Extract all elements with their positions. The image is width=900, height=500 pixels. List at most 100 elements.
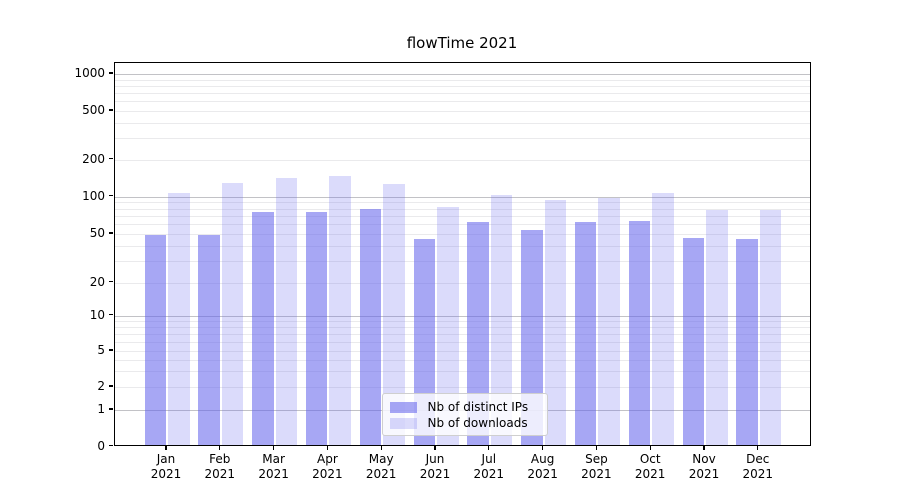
bar-apr-2021-downloads bbox=[329, 176, 351, 445]
gridline-400 bbox=[114, 122, 810, 124]
y-tick-label-20: 20 bbox=[89, 274, 105, 289]
gridline-300 bbox=[114, 138, 810, 140]
x-tick-mark-jan bbox=[165, 445, 167, 450]
gridline-2 bbox=[114, 387, 810, 388]
bar-aug-2021-downloads bbox=[544, 199, 567, 445]
y-tick-label-200: 200 bbox=[82, 151, 105, 166]
x-tick-mark-may bbox=[380, 445, 382, 450]
x-tick-label-apr: Apr 2021 bbox=[312, 451, 343, 481]
gridline-9 bbox=[114, 320, 810, 322]
y-tick-label-0: 0 bbox=[97, 438, 105, 453]
bar-mar-2021-downloads bbox=[275, 177, 298, 445]
gridline-7 bbox=[114, 333, 810, 335]
gridline-30 bbox=[114, 261, 810, 263]
gridline-10 bbox=[114, 315, 810, 317]
gridline-90 bbox=[114, 202, 810, 204]
gridline-70 bbox=[114, 215, 810, 217]
y-tick-label-5: 5 bbox=[97, 343, 105, 357]
x-tick-label-mar: Mar 2021 bbox=[258, 451, 289, 481]
gridline-60 bbox=[114, 224, 810, 226]
bar-apr-2021-distinct-ips bbox=[305, 212, 328, 445]
x-tick-label-oct: Oct 2021 bbox=[634, 451, 666, 481]
y-tick-mark-500 bbox=[109, 109, 113, 111]
gridline-500 bbox=[114, 111, 810, 112]
y-tick-mark-5 bbox=[109, 349, 113, 351]
gridline-100 bbox=[114, 196, 810, 198]
gridline-3 bbox=[114, 371, 810, 373]
y-tick-mark-100 bbox=[109, 194, 113, 197]
x-tick-label-jan: Jan 2021 bbox=[150, 451, 182, 481]
bar-sep-2021-downloads bbox=[598, 198, 620, 445]
gridline-50 bbox=[114, 234, 810, 235]
legend-item-downloads: Nb of downloads bbox=[389, 415, 539, 431]
bar-feb-2021-distinct-ips bbox=[198, 235, 220, 445]
gridline-600 bbox=[114, 101, 810, 103]
x-tick-label-nov: Nov 2021 bbox=[688, 451, 720, 481]
bar-jul-2021-downloads bbox=[490, 195, 513, 445]
y-tick-label-2: 2 bbox=[97, 379, 105, 393]
gridline-6 bbox=[114, 341, 810, 343]
y-tick-mark-0 bbox=[109, 444, 113, 447]
y-tick-label-10: 10 bbox=[89, 307, 105, 322]
bar-nov-2021-distinct-ips bbox=[682, 237, 704, 445]
x-tick-label-feb: Feb 2021 bbox=[204, 451, 236, 481]
bar-may-2021-downloads bbox=[383, 183, 405, 445]
y-tick-mark-1 bbox=[109, 408, 113, 410]
legend-swatch-downloads bbox=[389, 417, 417, 429]
gridline-8 bbox=[114, 326, 810, 328]
y-tick-label-1000: 1000 bbox=[74, 66, 105, 80]
y-tick-mark-2 bbox=[109, 385, 113, 387]
gridline-5 bbox=[114, 351, 810, 352]
x-tick-label-aug: Aug 2021 bbox=[527, 451, 558, 481]
y-tick-label-1: 1 bbox=[97, 402, 105, 416]
gridline-900 bbox=[114, 79, 810, 81]
bar-dec-2021-downloads bbox=[759, 210, 782, 445]
legend: Nb of distinct IPs Nb of downloads bbox=[381, 393, 548, 436]
y-tick-mark-1000 bbox=[109, 72, 113, 74]
x-tick-mark-sep bbox=[595, 445, 597, 450]
x-tick-label-jun: Jun 2021 bbox=[419, 451, 451, 481]
bar-sep-2021-distinct-ips bbox=[574, 222, 597, 445]
legend-label: Nb of downloads bbox=[427, 416, 528, 430]
legend-label: Nb of distinct IPs bbox=[427, 400, 529, 414]
y-tick-label-500: 500 bbox=[82, 103, 105, 117]
x-tick-mark-nov bbox=[703, 445, 705, 450]
bar-may-2021-distinct-ips bbox=[359, 209, 382, 445]
x-tick-mark-feb bbox=[219, 445, 221, 450]
plot-area: Nb of distinct IPs Nb of downloads bbox=[113, 62, 811, 446]
x-tick-mark-apr bbox=[326, 445, 328, 450]
x-tick-label-sep: Sep 2021 bbox=[581, 451, 612, 481]
y-tick-mark-10 bbox=[109, 313, 113, 316]
legend-swatch-distinct-ips bbox=[389, 401, 417, 413]
bar-jun-2021-downloads bbox=[437, 207, 459, 445]
x-tick-mark-oct bbox=[649, 445, 651, 450]
x-tick-mark-mar bbox=[273, 445, 275, 450]
bar-oct-2021-downloads bbox=[652, 193, 674, 445]
gridline-1000 bbox=[114, 74, 810, 75]
bar-jan-2021-downloads bbox=[168, 192, 190, 445]
y-tick-label-100: 100 bbox=[82, 188, 105, 203]
bar-mar-2021-distinct-ips bbox=[252, 212, 274, 445]
bar-nov-2021-downloads bbox=[706, 210, 728, 445]
y-tick-label-50: 50 bbox=[89, 226, 105, 240]
bar-aug-2021-distinct-ips bbox=[521, 229, 543, 445]
bar-feb-2021-downloads bbox=[221, 183, 244, 445]
bar-oct-2021-distinct-ips bbox=[628, 221, 651, 445]
gridline-800 bbox=[114, 85, 810, 87]
legend-item-distinct-ips: Nb of distinct IPs bbox=[389, 399, 539, 415]
bar-jan-2021-distinct-ips bbox=[144, 235, 166, 445]
bar-jul-2021-distinct-ips bbox=[467, 222, 489, 445]
chart-title: flowTime 2021 bbox=[406, 34, 518, 52]
y-tick-mark-50 bbox=[109, 232, 113, 234]
gridline-20 bbox=[114, 282, 810, 284]
y-tick-mark-20 bbox=[109, 280, 113, 283]
gridline-200 bbox=[114, 159, 810, 161]
gridline-40 bbox=[114, 245, 810, 247]
x-tick-mark-aug bbox=[542, 445, 544, 450]
x-tick-label-may: May 2021 bbox=[365, 451, 397, 481]
gridline-80 bbox=[114, 208, 810, 210]
bar-dec-2021-distinct-ips bbox=[736, 238, 758, 445]
x-tick-mark-dec bbox=[757, 445, 759, 450]
x-tick-mark-jun bbox=[434, 445, 436, 450]
